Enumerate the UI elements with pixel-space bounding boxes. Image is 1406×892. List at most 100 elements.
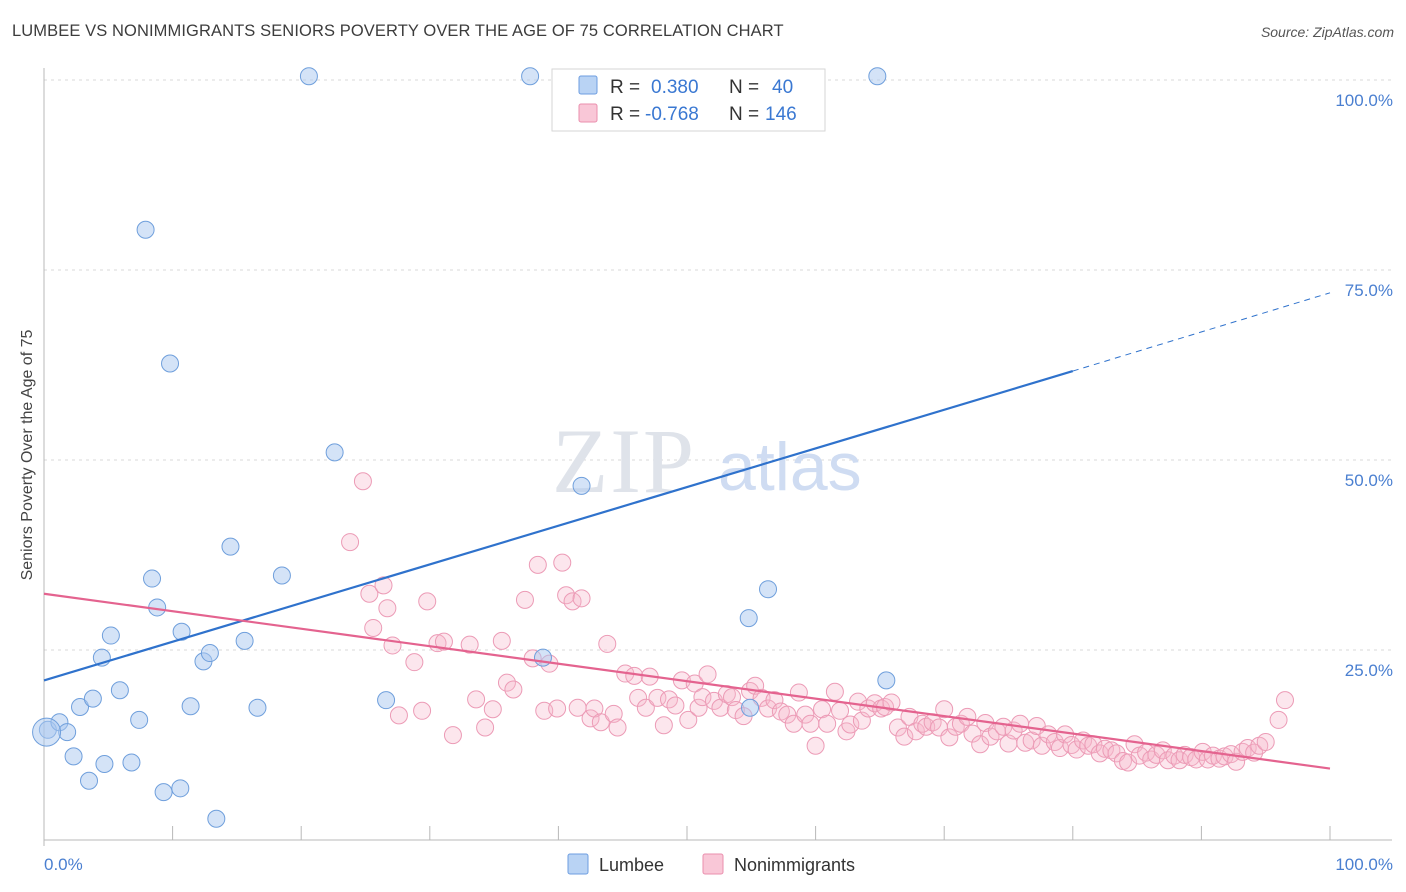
nonimmigrants-point — [679, 710, 698, 729]
nonimmigrants-point — [598, 634, 617, 653]
nonimmigrants-point — [460, 635, 479, 654]
chart-title: LUMBEE VS NONIMMIGRANTS SENIORS POVERTY … — [12, 22, 784, 40]
lumbee-point — [161, 354, 180, 373]
nonimmigrants-point — [434, 632, 453, 651]
nonimmigrants-point — [958, 707, 977, 726]
y-tick-label: 75.0% — [1345, 281, 1393, 300]
nonimmigrants-point — [1011, 714, 1030, 733]
lumbee-point — [741, 698, 760, 717]
legend-r-label-2: R = — [610, 104, 640, 125]
nonimmigrants-point — [1022, 731, 1041, 750]
nonimmigrants-point — [689, 698, 708, 717]
lumbee-point — [122, 753, 141, 772]
nonimmigrants-point — [906, 722, 925, 741]
nonimmigrants-point — [818, 714, 837, 733]
lumbee-point — [83, 689, 102, 708]
nonimmigrants-point — [591, 713, 610, 732]
nonimmigrants-point — [935, 700, 954, 719]
nonimmigrants-point — [841, 715, 860, 734]
legend-n-value-2: 146 — [765, 104, 797, 125]
lumbee-point — [154, 783, 173, 802]
lumbee-point — [110, 681, 129, 700]
y-tick-label: 50.0% — [1345, 471, 1393, 490]
y-tick-label: 100.0% — [1335, 91, 1393, 110]
lumbee-point — [235, 631, 254, 650]
nonimmigrants-point — [1102, 741, 1121, 760]
x-tick-label: 0.0% — [44, 855, 83, 874]
nonimmigrants-point — [654, 716, 673, 735]
lumbee-point — [877, 671, 896, 690]
legend-r-label-1: R = — [610, 77, 640, 98]
nonimmigrants-point — [971, 735, 990, 754]
lumbee-point — [130, 710, 149, 729]
watermark-zip: ZIP — [552, 410, 696, 512]
lumbee-point — [64, 747, 83, 766]
nonimmigrants-point — [364, 618, 383, 637]
nonimmigrants-point — [765, 691, 784, 710]
lumbee-point — [572, 476, 591, 495]
nonimmigrants-point — [418, 592, 437, 611]
axes — [43, 68, 1392, 846]
lumbee-point — [521, 67, 540, 86]
lumbee-point — [58, 723, 77, 742]
nonimmigrants-point — [548, 699, 567, 718]
lumbee-point — [868, 67, 887, 86]
nonimmigrants-points — [341, 472, 1294, 772]
nonimmigrants-point — [806, 736, 825, 755]
x-tick-label: 100.0% — [1335, 855, 1393, 874]
lumbee-point — [143, 569, 162, 588]
legend-box: R = 0.380 N = 40 R = -0.768 N = 146 — [551, 68, 826, 132]
nonimmigrants-point — [1269, 710, 1288, 729]
legend-n-label-2: N = — [729, 104, 759, 125]
nonimmigrants-point — [341, 533, 360, 552]
nonimmigrants-point — [353, 472, 372, 491]
bottom-legend-swatch-lumbee — [567, 853, 589, 875]
nonimmigrants-point — [1256, 732, 1275, 751]
nonimmigrants-point — [528, 555, 547, 574]
nonimmigrants-point — [581, 709, 600, 728]
legend-swatch-lumbee — [578, 75, 598, 95]
lumbee-point — [207, 809, 226, 828]
y-tick-label: 25.0% — [1345, 661, 1393, 680]
nonimmigrants-point — [405, 653, 424, 672]
nonimmigrants-point — [629, 688, 648, 707]
nonimmigrants-point — [553, 553, 572, 572]
lumbee-point — [171, 779, 190, 798]
nonimmigrants-point — [492, 631, 511, 650]
lumbee-point — [101, 626, 120, 645]
nonimmigrants-point — [389, 706, 408, 725]
nonimmigrants-trend-line — [43, 592, 1331, 770]
lumbee-point — [272, 566, 291, 585]
nonimmigrants-point — [378, 599, 397, 618]
nonimmigrants-point — [825, 682, 844, 701]
nonimmigrants-point — [413, 701, 432, 720]
nonimmigrants-point — [693, 688, 712, 707]
lumbee-point — [80, 771, 99, 790]
lumbee-point — [95, 755, 114, 773]
nonimmigrants-point — [497, 673, 516, 692]
nonimmigrants-point — [604, 704, 623, 723]
lumbee-point — [248, 698, 267, 717]
legend-r-value-1: 0.380 — [651, 77, 699, 98]
nonimmigrants-point — [467, 690, 486, 709]
lumbee-point — [32, 717, 62, 747]
bottom-legend-label-lumbee: Lumbee — [599, 855, 664, 875]
nonimmigrants-point — [940, 728, 959, 747]
nonimmigrants-point — [1067, 740, 1086, 759]
nonimmigrants-point — [917, 717, 936, 736]
nonimmigrants-point — [963, 724, 982, 743]
lumbee-point — [325, 443, 344, 462]
nonimmigrants-point — [1147, 745, 1166, 764]
tick-labels: 25.0% 50.0% 75.0% 100.0% 0.0% 100.0% — [44, 91, 1393, 874]
bottom-legend-swatch-nonimmigrants — [702, 853, 724, 875]
nonimmigrants-point — [778, 705, 797, 724]
lumbee-trend-extension — [1072, 292, 1331, 372]
y-axis-label: Seniors Poverty Over the Age of 75 — [19, 330, 36, 581]
nonimmigrants-point — [360, 584, 379, 603]
lumbee-point — [221, 537, 240, 556]
legend-n-label-1: N = — [729, 77, 759, 98]
nonimmigrants-point — [888, 718, 907, 737]
nonimmigrants-point — [476, 718, 495, 737]
bottom-legend-label-nonimmigrants: Nonimmigrants — [734, 855, 855, 875]
